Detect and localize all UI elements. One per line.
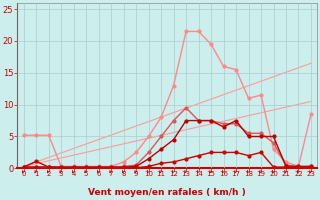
X-axis label: Vent moyen/en rafales ( km/h ): Vent moyen/en rafales ( km/h ) — [88, 188, 246, 197]
